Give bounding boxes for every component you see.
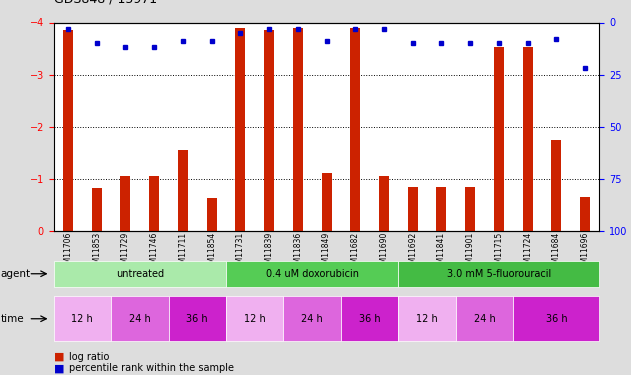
Text: 12 h: 12 h <box>244 314 266 324</box>
Bar <box>580 197 590 231</box>
Text: percentile rank within the sample: percentile rank within the sample <box>69 363 234 373</box>
Bar <box>465 188 475 231</box>
Text: 36 h: 36 h <box>186 314 208 324</box>
Bar <box>91 188 102 231</box>
Bar <box>178 150 188 231</box>
Bar <box>149 176 159 231</box>
Bar <box>63 30 73 231</box>
Bar <box>322 173 331 231</box>
Bar <box>293 28 303 231</box>
Text: 12 h: 12 h <box>71 314 93 324</box>
Bar <box>350 28 360 231</box>
Text: ■: ■ <box>54 363 64 373</box>
Bar <box>379 176 389 231</box>
Bar <box>264 30 274 231</box>
Bar <box>551 140 562 231</box>
Text: 24 h: 24 h <box>474 314 495 324</box>
Bar <box>206 198 216 231</box>
Text: 36 h: 36 h <box>546 314 567 324</box>
Text: GDS848 / 15971: GDS848 / 15971 <box>54 0 156 6</box>
Bar <box>494 48 504 231</box>
Bar <box>522 48 533 231</box>
Text: 3.0 mM 5-fluorouracil: 3.0 mM 5-fluorouracil <box>447 269 551 279</box>
Text: 12 h: 12 h <box>416 314 438 324</box>
Text: 0.4 uM doxorubicin: 0.4 uM doxorubicin <box>266 269 358 279</box>
Bar <box>408 188 418 231</box>
Bar <box>437 188 447 231</box>
Bar <box>235 28 245 231</box>
Text: time: time <box>1 314 24 324</box>
Text: agent: agent <box>1 269 31 279</box>
Text: ■: ■ <box>54 352 64 362</box>
Bar <box>121 176 131 231</box>
Text: 24 h: 24 h <box>129 314 151 324</box>
Text: 24 h: 24 h <box>302 314 323 324</box>
Text: 36 h: 36 h <box>359 314 380 324</box>
Text: untreated: untreated <box>115 269 164 279</box>
Text: log ratio: log ratio <box>69 352 110 362</box>
